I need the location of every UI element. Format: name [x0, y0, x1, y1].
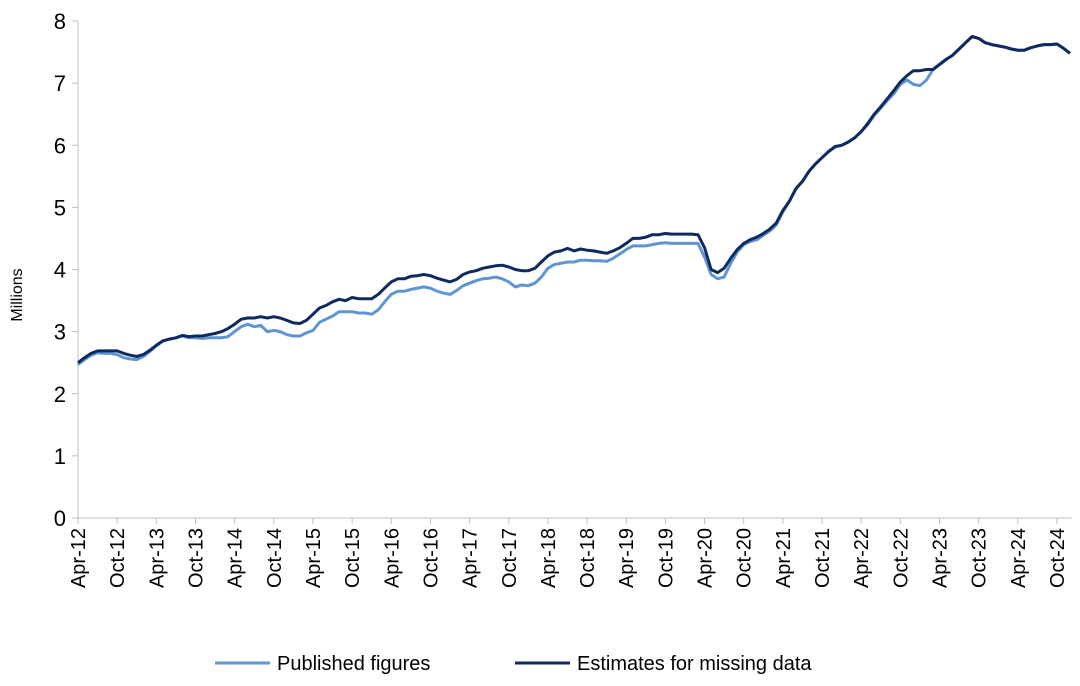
series-line [77, 35, 1071, 366]
x-tick-label: Apr-22 [851, 528, 873, 588]
x-tick-label: Oct-17 [499, 528, 521, 588]
x-tick-label: Apr-19 [616, 528, 638, 588]
x-tick-label: Apr-20 [695, 528, 717, 588]
series-line [77, 35, 1071, 364]
x-tick-label: Oct-19 [655, 528, 677, 588]
x-tick-label: Apr-12 [68, 528, 90, 588]
y-axis-title: Millions [9, 268, 26, 321]
x-tick-label: Oct-12 [107, 528, 129, 588]
legend-label: Estimates for missing data [577, 653, 812, 675]
legend-label: Published figures [277, 653, 430, 675]
y-tick-label: 3 [54, 320, 66, 345]
x-tick-label: Oct-14 [264, 528, 286, 588]
x-tick-label: Apr-13 [146, 528, 168, 588]
x-tick-label: Oct-24 [1047, 528, 1069, 588]
x-tick-label: Apr-21 [773, 528, 795, 588]
x-tick-label: Oct-21 [812, 528, 834, 588]
x-tick-label: Apr-24 [1008, 528, 1030, 588]
x-tick-label: Apr-17 [460, 528, 482, 588]
y-tick-label: 2 [54, 382, 66, 407]
x-tick-label: Oct-18 [577, 528, 599, 588]
x-tick-label: Oct-13 [185, 528, 207, 588]
y-tick-label: 6 [54, 133, 66, 158]
x-tick-label: Oct-23 [969, 528, 991, 588]
x-tick-label: Apr-16 [381, 528, 403, 588]
x-tick-label: Apr-18 [538, 528, 560, 588]
y-tick-label: 0 [54, 506, 66, 531]
x-tick-label: Oct-22 [890, 528, 912, 588]
x-tick-label: Oct-20 [734, 528, 756, 588]
y-tick-label: 1 [54, 444, 66, 469]
x-tick-label: Oct-16 [420, 528, 442, 588]
x-tick-label: Apr-23 [930, 528, 952, 588]
y-tick-label: 8 [54, 9, 66, 34]
y-tick-label: 5 [54, 195, 66, 220]
x-tick-label: Apr-14 [225, 528, 247, 588]
x-tick-label: Oct-15 [342, 528, 364, 588]
y-tick-label: 7 [54, 71, 66, 96]
y-tick-label: 4 [54, 258, 66, 283]
x-tick-label: Apr-15 [303, 528, 325, 588]
